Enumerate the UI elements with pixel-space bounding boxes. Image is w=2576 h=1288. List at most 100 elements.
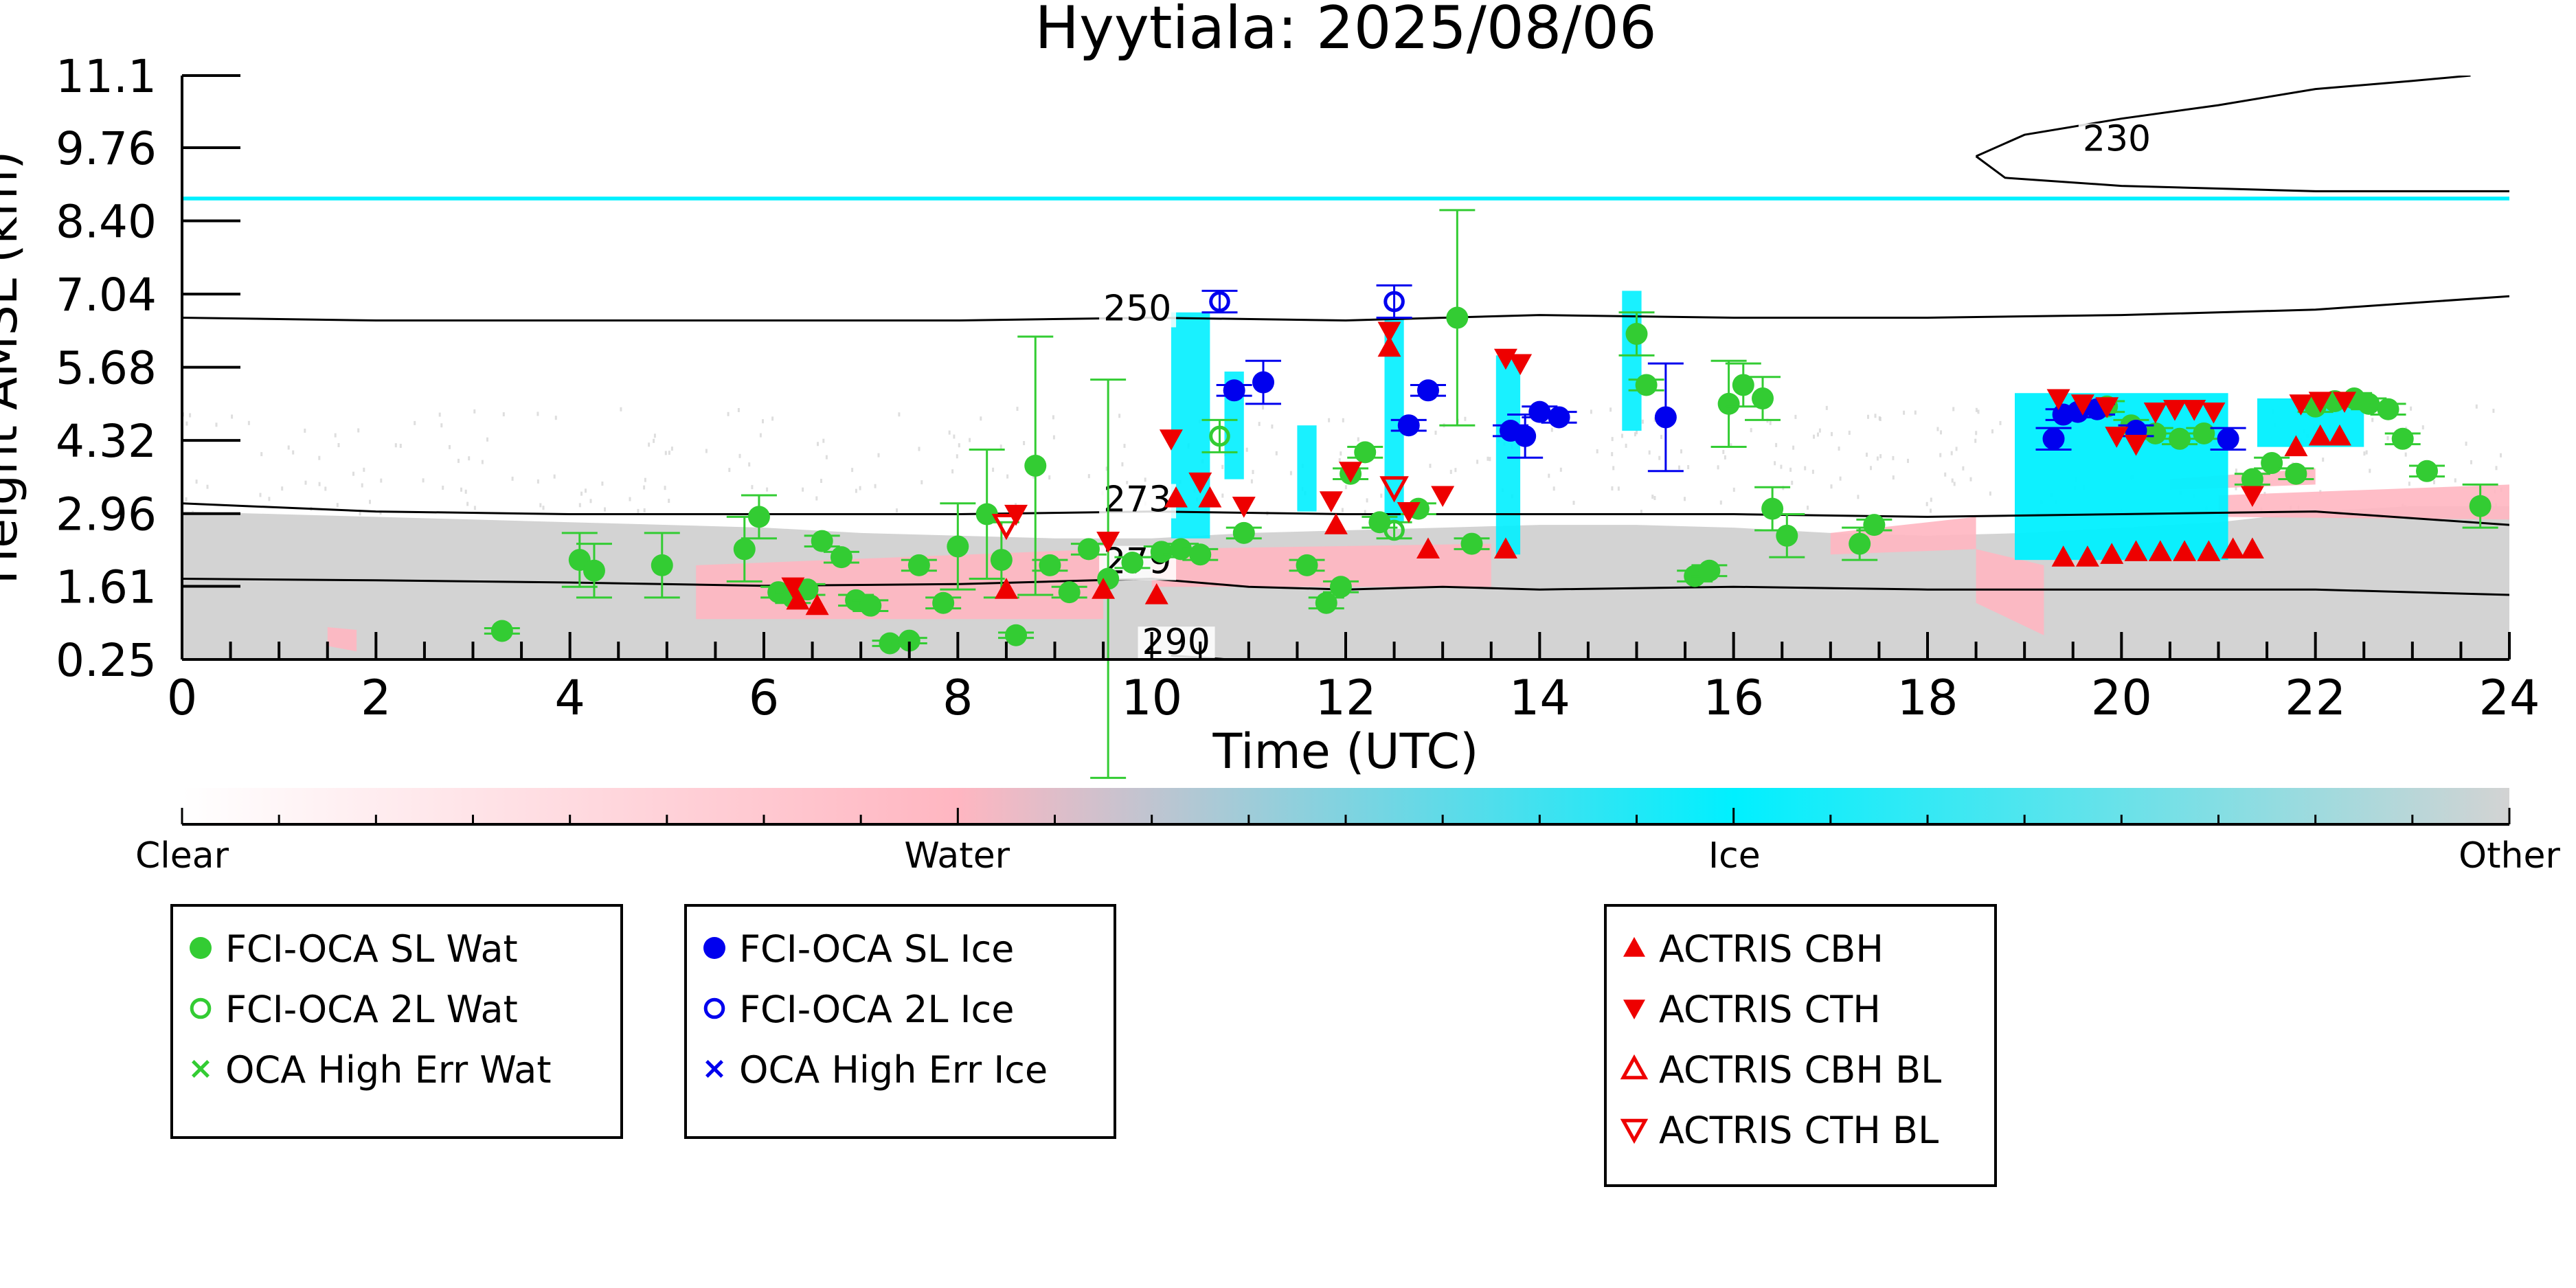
background-other-speck	[1221, 493, 1224, 498]
data-point	[1339, 462, 1363, 483]
data-point	[2217, 427, 2239, 450]
data-point	[1150, 541, 1173, 563]
background-other-speck	[802, 487, 804, 492]
background-other-speck	[653, 438, 655, 443]
background-other-speck	[1552, 486, 1555, 491]
background-other-speck	[1611, 486, 1614, 490]
y-tick-label: 7.04	[56, 269, 157, 321]
data-point	[1635, 374, 1658, 396]
background-other-speck	[1258, 422, 1261, 427]
data-point	[1397, 414, 1420, 437]
x-tick-label: 10	[1121, 670, 1182, 726]
background-other-speck	[958, 443, 960, 448]
data-point	[1223, 379, 1245, 402]
legend-marker	[1620, 1054, 1649, 1080]
data-point	[2148, 540, 2172, 561]
data-point	[994, 578, 1018, 599]
background-other-speck	[1625, 443, 1627, 448]
background-other-speck	[1780, 464, 1783, 469]
background-other-speck	[1879, 454, 1882, 459]
background-other-speck	[1366, 498, 1368, 503]
background-other-speck	[1338, 458, 1341, 462]
background-other-speck	[380, 478, 383, 483]
series-actris-cbh	[786, 335, 2351, 615]
background-other-speck	[1572, 500, 1575, 505]
data-point	[2416, 460, 2439, 482]
data-point	[1528, 400, 1551, 423]
data-point	[1058, 581, 1081, 604]
background-other-speck	[1989, 491, 1991, 496]
contour-label: 250	[1103, 288, 1171, 329]
data-point	[2042, 427, 2065, 450]
background-ice-region	[2015, 393, 2228, 561]
background-other-speck	[643, 485, 646, 490]
background-other-speck	[580, 491, 583, 496]
legend-label: ACTRIS CBH BL	[1659, 1048, 1941, 1092]
data-point	[1377, 335, 1401, 357]
background-other-speck	[653, 433, 656, 438]
background-other-speck	[460, 487, 462, 492]
data-point	[1383, 519, 1405, 541]
x-ticks: 0 2 4 6 8 10 12 14 16 18 20 22 24	[167, 632, 2540, 726]
x-tick-label: 8	[942, 670, 973, 726]
background-other-speck	[670, 447, 673, 451]
data-point	[859, 594, 882, 617]
colorbar-labels: Clear Water Ice Other	[135, 808, 2560, 877]
data-point	[1315, 591, 1337, 614]
background-other-speck	[874, 484, 877, 488]
data-point	[1092, 578, 1116, 599]
background-other-speck	[1121, 462, 1124, 466]
background-other-speck	[247, 420, 250, 425]
background-other-speck	[1991, 429, 1993, 433]
data-point	[2333, 392, 2357, 413]
background-other-speck	[2235, 468, 2237, 473]
data-point	[2070, 394, 2094, 416]
contour-label-bg	[2078, 123, 2156, 158]
data-point	[1397, 501, 1421, 523]
x-tick-label: 22	[2285, 670, 2346, 726]
background-other-speck	[195, 479, 198, 484]
background-other-speck	[352, 471, 354, 476]
background-other-speck	[953, 434, 956, 439]
data-point	[1493, 537, 1517, 559]
background-other-speck	[2421, 425, 2424, 430]
background-other-speck	[206, 484, 209, 489]
legend-label: FCI-OCA 2L Wat	[225, 988, 518, 1031]
background-other-speck	[637, 508, 640, 513]
legend-marker	[1623, 999, 1645, 1019]
background-other-speck	[1648, 450, 1651, 455]
background-other-speck	[1660, 435, 1662, 440]
background-other-speck	[1866, 452, 1868, 457]
background-other-speck	[1271, 424, 1274, 429]
background-other-speck	[815, 496, 818, 501]
background-other-speck	[554, 416, 557, 420]
background-other-speck	[1791, 480, 1794, 485]
data-point	[1732, 374, 1754, 396]
background-other-speck	[859, 486, 861, 490]
background-other-speck	[1634, 432, 1636, 437]
background-other-speck	[1289, 471, 1292, 475]
data-point	[2182, 400, 2206, 421]
series-fci-oca-sl-ice	[1216, 359, 2246, 473]
background-other-speck	[951, 469, 954, 474]
data-point	[2124, 540, 2148, 561]
colorbar-label-other: Other	[2459, 835, 2560, 877]
data-point	[490, 620, 513, 642]
background-other-speck	[2371, 418, 2374, 422]
y-ticks: 0.25 1.61 2.96 4.32 5.68 7.04 8.40 9.76 11.1	[56, 50, 240, 687]
background-other-speck	[1857, 495, 1860, 499]
background-other-speck	[2404, 452, 2407, 457]
background-other-speck	[1817, 432, 1819, 437]
background-other-speck	[1930, 508, 1932, 513]
data-point	[1144, 583, 1168, 605]
background-water-patch	[1151, 543, 1491, 587]
data-point	[2051, 545, 2075, 567]
background-other-speck	[664, 451, 667, 455]
background-other-speck	[231, 414, 234, 419]
background-other-speck	[999, 444, 1002, 449]
background-other-speck	[486, 437, 488, 442]
background-other-speck	[438, 412, 441, 417]
background-other-speck	[1792, 445, 1795, 450]
background-water-patch	[327, 627, 357, 652]
data-point	[1329, 576, 1352, 598]
